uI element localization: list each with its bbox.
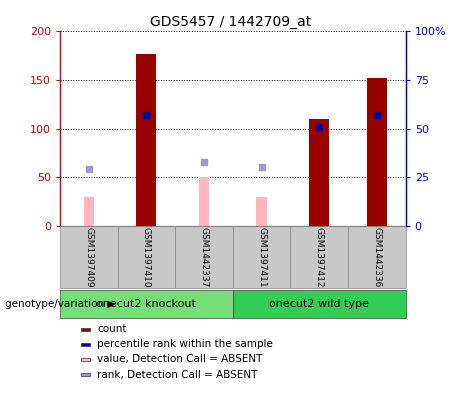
Bar <box>233 226 290 288</box>
Text: GDS5457 / 1442709_at: GDS5457 / 1442709_at <box>150 15 311 29</box>
Bar <box>83 196 94 226</box>
Bar <box>367 78 387 226</box>
Text: genotype/variation ▶: genotype/variation ▶ <box>5 299 115 309</box>
Bar <box>256 196 267 226</box>
Bar <box>81 358 90 361</box>
Bar <box>81 328 90 331</box>
Text: rank, Detection Call = ABSENT: rank, Detection Call = ABSENT <box>97 369 257 380</box>
Bar <box>60 290 233 318</box>
Bar <box>118 226 175 288</box>
Text: GSM1397412: GSM1397412 <box>315 227 324 287</box>
Text: GSM1397409: GSM1397409 <box>84 226 93 287</box>
Bar <box>81 343 90 346</box>
Text: GSM1397411: GSM1397411 <box>257 226 266 287</box>
Bar <box>60 226 118 288</box>
Text: GSM1397410: GSM1397410 <box>142 226 151 287</box>
Text: GSM1442337: GSM1442337 <box>200 227 208 287</box>
Bar <box>81 373 90 376</box>
Bar <box>348 226 406 288</box>
Text: GSM1442336: GSM1442336 <box>372 227 381 287</box>
Text: percentile rank within the sample: percentile rank within the sample <box>97 339 273 349</box>
Text: count: count <box>97 324 126 334</box>
Text: value, Detection Call = ABSENT: value, Detection Call = ABSENT <box>97 354 262 364</box>
Bar <box>175 226 233 288</box>
Text: onecut2 wild type: onecut2 wild type <box>269 299 369 309</box>
Bar <box>199 177 209 226</box>
Bar <box>233 290 406 318</box>
Text: onecut2 knockout: onecut2 knockout <box>96 299 196 309</box>
Bar <box>136 54 156 226</box>
Bar <box>290 226 348 288</box>
Bar <box>309 119 329 226</box>
